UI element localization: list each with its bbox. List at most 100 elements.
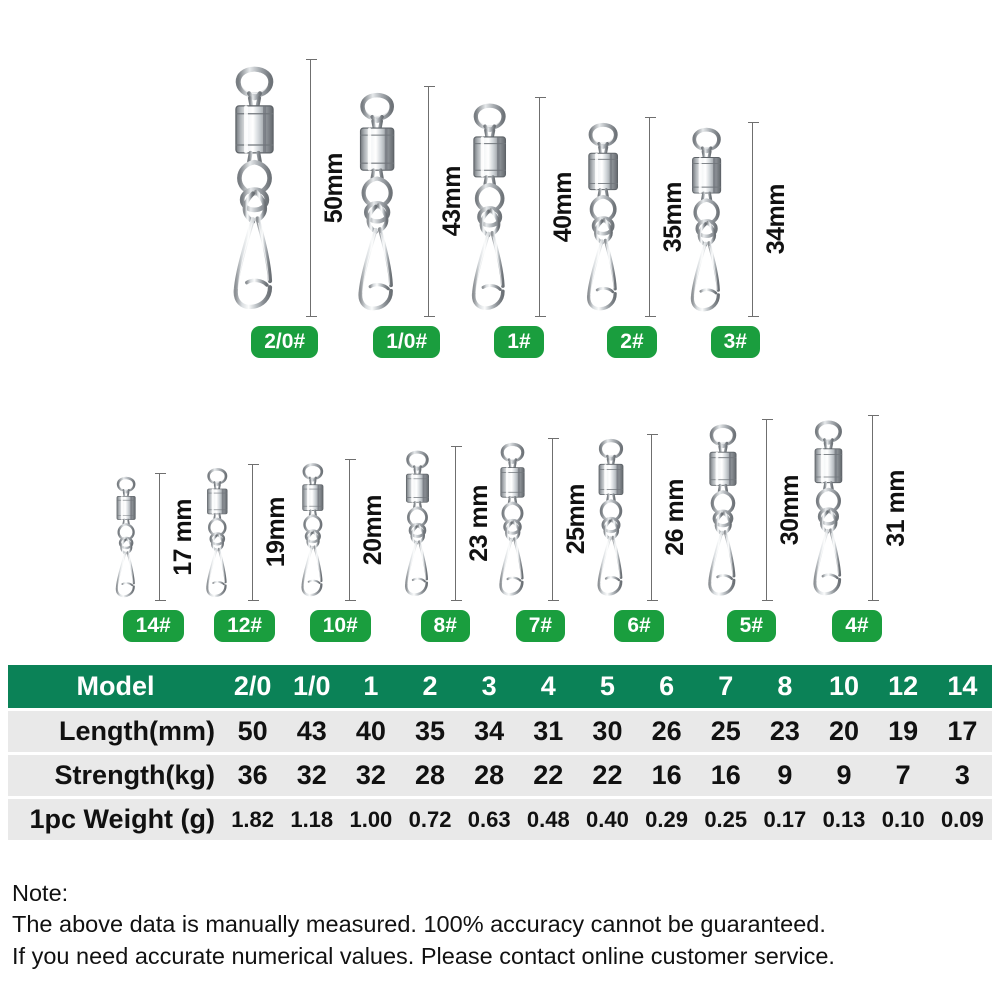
table-cell-weight: 0.72: [400, 799, 460, 840]
table-header-cell: 10: [814, 665, 874, 708]
table-header-cell: 5: [577, 665, 638, 708]
model-badge[interactable]: 2/0#: [251, 326, 319, 358]
product-drawing-with-dimension: 35mm: [578, 117, 687, 317]
table-cell-weight: 1.18: [282, 799, 342, 840]
note-line-2: If you need accurate numerical values. P…: [12, 942, 835, 969]
product-drawing-with-dimension: 40mm: [462, 97, 577, 317]
dimension-label: 26 mm: [661, 479, 689, 556]
fishing-swivel-snap-icon: [233, 66, 274, 309]
table-cell-weight: 0.09: [932, 799, 992, 840]
table-cell-length: 23: [755, 711, 815, 752]
table-header-cell: 8: [755, 665, 815, 708]
product-item: 20mm 10#: [295, 459, 387, 642]
product-item: 34mm 3#: [682, 121, 790, 358]
table-cell-weight: 0.10: [873, 799, 933, 840]
dimension-line-bar: [644, 117, 660, 317]
model-badge[interactable]: 10#: [309, 610, 371, 642]
product-drawing-with-dimension: 50mm: [222, 59, 349, 317]
model-badge[interactable]: 14#: [122, 610, 184, 642]
table-row-length: Length(mm) 50 43 40 35 34 31 30 26 25 23 20 19 17: [8, 711, 992, 752]
table-row-model: Model 2/0 1/0 1 2 3 4 5 6 7 8 10 12 14: [8, 665, 992, 708]
model-badge[interactable]: 8#: [420, 610, 470, 642]
model-badge[interactable]: 12#: [214, 610, 276, 642]
table-cell-strength: 22: [518, 755, 578, 796]
dimension-line-bar: [747, 121, 763, 318]
product-drawing-with-dimension: 25mm: [492, 438, 590, 601]
dimension-line-bar: [534, 97, 550, 317]
fishing-swivel-snap-icon: [690, 127, 722, 311]
dimension-label: 31 mm: [881, 469, 910, 547]
model-badge[interactable]: 1/0#: [373, 326, 441, 358]
table-cell-length: 43: [282, 711, 342, 752]
product-item: 23 mm 8#: [398, 446, 493, 642]
product-item: 50mm 2/0#: [222, 59, 349, 358]
product-item: 25mm 7#: [492, 438, 590, 642]
dimension-line-icon: 35mm: [644, 117, 687, 317]
product-drawing-with-dimension: 26 mm: [590, 434, 689, 601]
note-block: Note: The above data is manually measure…: [12, 878, 992, 972]
model-badge[interactable]: 7#: [515, 610, 566, 642]
fishing-swivel-snap-icon: [708, 424, 737, 596]
fishing-swivel-snap-icon: [597, 439, 624, 596]
fishing-swivel-snap-icon: [358, 92, 395, 310]
dimension-line-icon: 25mm: [547, 438, 590, 601]
dimension-line-icon: 17 mm: [154, 472, 198, 602]
table-rowheader-model: Model: [8, 665, 224, 708]
table-cell-length: 30: [577, 711, 638, 752]
table-cell-length: 19: [873, 711, 933, 752]
table-header-cell: 3: [459, 665, 519, 708]
product-row-large-sizes: 50mm 2/0#: [0, 18, 1000, 358]
fishing-swivel-snap-icon: [301, 463, 324, 597]
table-header-cell: 7: [696, 665, 756, 708]
table-cell-weight: 0.17: [755, 799, 815, 840]
table-header-cell: 12: [873, 665, 933, 708]
table-cell-length: 26: [637, 711, 697, 752]
table-cell-strength: 9: [814, 755, 874, 796]
dimension-line-bar: [248, 463, 263, 602]
note-title: Note:: [12, 880, 69, 906]
dimension-line-bar: [306, 59, 321, 317]
dimension-line-icon: 20mm: [344, 459, 387, 601]
dimension-label: 20mm: [358, 495, 387, 566]
fishing-swivel-snap-icon: [115, 476, 136, 598]
dimension-line-bar: [344, 459, 360, 601]
dimension-line-icon: 19mm: [247, 463, 290, 602]
dimension-line-bar: [424, 85, 439, 318]
model-badge[interactable]: 5#: [726, 610, 777, 642]
table-cell-strength: 9: [755, 755, 815, 796]
model-badge[interactable]: 1#: [494, 326, 544, 358]
model-badge[interactable]: 6#: [614, 610, 664, 642]
table-cell-length: 25: [696, 711, 756, 752]
note-line-1: The above data is manually measured. 100…: [12, 911, 826, 938]
dimension-label: 40mm: [548, 172, 577, 243]
product-drawing-with-dimension: 19mm: [200, 463, 290, 602]
table-cell-weight: 1.82: [223, 799, 283, 840]
table-cell-weight: 0.13: [814, 799, 874, 840]
dimension-label: 30mm: [775, 474, 804, 545]
table-cell-weight: 1.00: [341, 799, 401, 840]
table-cell-weight: 0.48: [518, 799, 578, 840]
table-header-cell: 1: [341, 665, 401, 708]
product-item: 30mm 5#: [700, 418, 804, 642]
table-cell-strength: 28: [400, 755, 460, 796]
dimension-line-bar: [647, 434, 662, 601]
product-drawing-with-dimension: 43mm: [348, 85, 466, 318]
dimension-label: 17 mm: [169, 498, 198, 576]
model-badge[interactable]: 3#: [710, 326, 760, 358]
table-cell-length: 31: [518, 711, 578, 752]
table-cell-length: 17: [932, 711, 992, 752]
dimension-line-icon: 23 mm: [450, 446, 493, 601]
model-badge[interactable]: 4#: [832, 610, 882, 642]
model-badge[interactable]: 2#: [607, 326, 657, 358]
dimension-line-icon: 26 mm: [646, 434, 689, 601]
product-item: 31 mm 4#: [805, 415, 910, 642]
product-row-small-sizes: 17 mm 14#: [0, 370, 1000, 642]
table-header-cell: 1/0: [282, 665, 342, 708]
fishing-swivel-snap-icon: [813, 420, 843, 596]
table-cell-length: 50: [223, 711, 283, 752]
product-drawing-with-dimension: 31 mm: [805, 415, 910, 601]
dimension-line-bar: [867, 415, 883, 601]
dimension-line-bar: [761, 418, 777, 602]
dimension-label: 50mm: [320, 152, 349, 224]
